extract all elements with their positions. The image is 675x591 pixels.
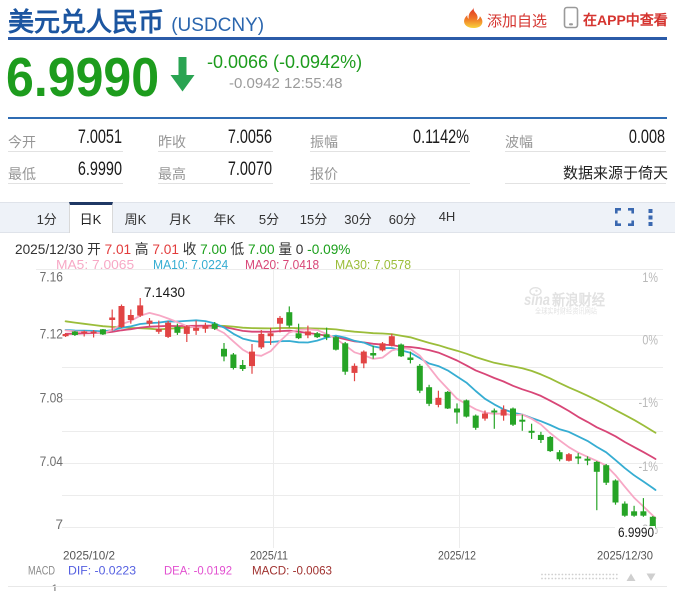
svg-text:DIF: -0.0223: DIF: -0.0223 (68, 564, 136, 578)
svg-text:2025/12/30: 2025/12/30 (597, 549, 653, 563)
svg-text:2025/10/2: 2025/10/2 (63, 549, 115, 563)
svg-text:7.04: 7.04 (40, 454, 64, 469)
svg-text:2025/12: 2025/12 (438, 549, 476, 563)
svg-text:1%: 1% (642, 270, 658, 285)
svg-text:0%: 0% (642, 332, 658, 347)
svg-text:MACD: MACD (28, 564, 55, 578)
svg-text:7.16: 7.16 (40, 270, 63, 285)
svg-text:-1%: -1% (639, 395, 659, 410)
svg-text:2025/11: 2025/11 (250, 549, 288, 563)
svg-text:全球实时财经资讯网站: 全球实时财经资讯网站 (535, 306, 597, 316)
svg-text:7.12: 7.12 (40, 326, 63, 341)
svg-text:6.9990: 6.9990 (618, 524, 654, 540)
svg-text:MACD: -0.0063: MACD: -0.0063 (252, 564, 332, 578)
svg-text:DEA: -0.0192: DEA: -0.0192 (164, 564, 232, 578)
svg-text:新浪财经: 新浪财经 (552, 291, 605, 309)
svg-text:sina: sina (524, 292, 550, 309)
svg-text:-1%: -1% (639, 459, 659, 474)
svg-text:7.08: 7.08 (40, 390, 63, 405)
svg-text:7: 7 (56, 517, 64, 532)
svg-text:7.1430: 7.1430 (144, 284, 185, 300)
